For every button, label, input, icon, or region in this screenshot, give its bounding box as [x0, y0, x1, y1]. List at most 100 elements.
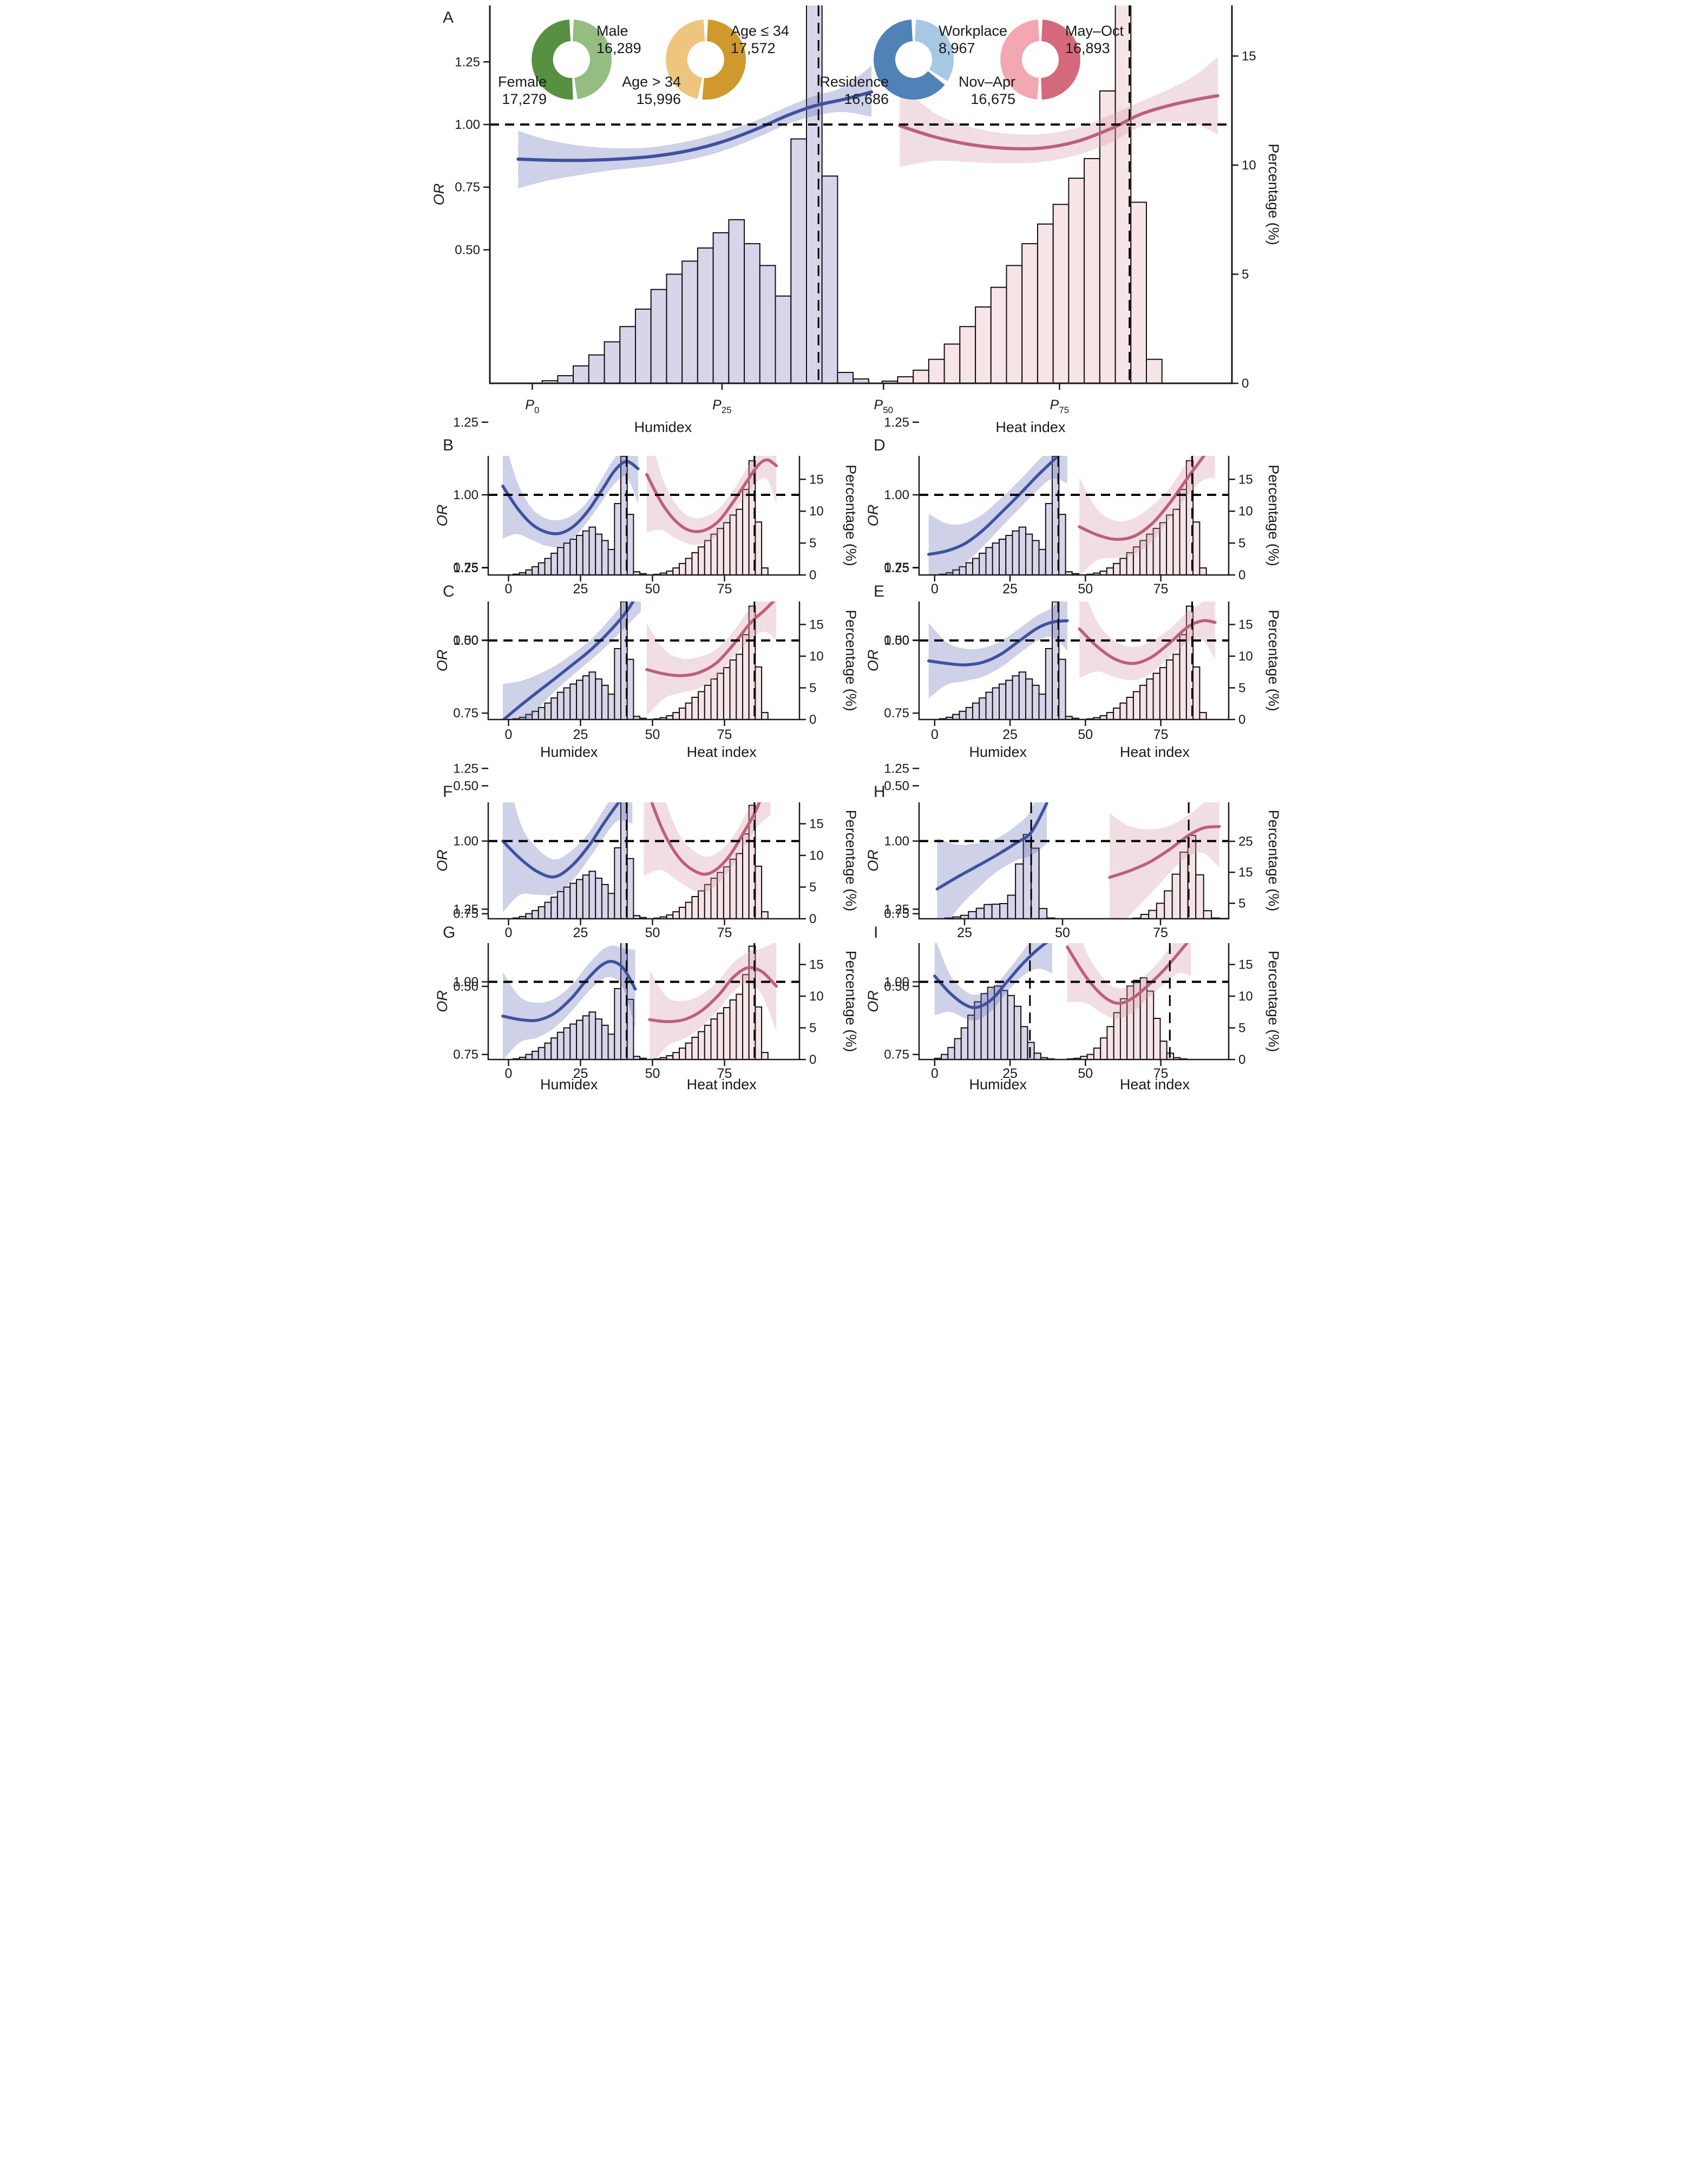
- or-curve-humidex: [927, 456, 1060, 556]
- or-tick-label: 0.50: [884, 779, 909, 793]
- hist-bar-heat-index: [754, 666, 762, 720]
- hist-bar-humidex: [836, 371, 854, 383]
- hist-bar-humidex: [1038, 908, 1047, 919]
- or-tick-label: 1.25: [453, 902, 478, 917]
- hist-bar-heat-index: [912, 369, 929, 383]
- pct-tick-label: 0: [1238, 568, 1245, 583]
- or-tick-label: 0.50: [453, 633, 478, 648]
- hist-bar-heat-index: [1106, 1026, 1114, 1060]
- hist-bar-heat-index: [716, 672, 724, 720]
- x-tick-label: P50: [874, 397, 893, 415]
- hist-bar-heat-index: [685, 558, 692, 575]
- panel-c: 0.50 0.75 1.00 1.25 0 5 10 15 0 25 50 75 Humidex Heat…: [434, 561, 859, 794]
- hist-bar-humidex: [531, 566, 539, 575]
- hist-bar-humidex: [1025, 678, 1033, 720]
- hist-bar-heat-index: [697, 546, 705, 575]
- hist-bar-heat-index: [685, 702, 692, 720]
- hist-bar-humidex: [1031, 540, 1040, 575]
- or-tick-label: 1.00: [453, 633, 478, 648]
- hist-bar-humidex: [998, 683, 1006, 720]
- hist-bar-humidex: [594, 878, 602, 919]
- pct-tick-label: 0: [809, 712, 816, 727]
- hist-bar-heat-index: [678, 906, 686, 919]
- hist-bar-humidex: [1012, 530, 1020, 575]
- pct-tick-label: 5: [1238, 896, 1245, 911]
- or-tick-label: 1.25: [884, 902, 909, 917]
- hist-bar-heat-index: [678, 707, 686, 720]
- hist-bar-humidex: [1020, 1026, 1028, 1060]
- hist-bar-humidex: [712, 232, 729, 383]
- hist-bar-heat-index: [1139, 684, 1147, 720]
- hist-bar-heat-index: [974, 306, 992, 383]
- hist-bar-heat-index: [742, 489, 750, 575]
- hist-bar-humidex: [999, 903, 1008, 919]
- or-axis-label: OR: [865, 650, 881, 672]
- x-tick-label: 25: [573, 1066, 588, 1081]
- x-tick-label: 0: [504, 727, 512, 742]
- pct-tick-label: 10: [1238, 989, 1253, 1004]
- or-curve-humidex: [935, 802, 1048, 891]
- hist-bar-humidex: [978, 552, 987, 575]
- x-axis-title: Heat index: [995, 419, 1066, 435]
- hist-bar-humidex: [601, 540, 609, 575]
- hist-bar-humidex: [983, 904, 993, 919]
- hist-bar-humidex: [544, 558, 552, 575]
- or-tick-label: 0.75: [455, 180, 480, 195]
- hist-bar-heat-index: [1165, 659, 1173, 720]
- plot-area-d: [927, 456, 1215, 575]
- donut-label-value: 16,675: [970, 91, 1015, 107]
- hist-bar-humidex: [556, 1031, 565, 1060]
- hist-bar-heat-index: [1099, 90, 1116, 383]
- hist-bar-humidex: [1033, 1052, 1041, 1060]
- panel-letter-i: I: [874, 924, 878, 941]
- panel-f: 0.50 0.75 1.00 1.25 0 5 10 15 0 25 50 75 OR Percentag…: [434, 761, 859, 994]
- hist-bar-humidex: [588, 871, 596, 919]
- or-curve-humidex: [516, 90, 873, 162]
- donut-label-value: 17,279: [502, 91, 547, 107]
- hist-bar-heat-index: [1037, 223, 1054, 383]
- or-tick-label: 0.75: [453, 560, 478, 575]
- hist-bar-humidex: [550, 552, 558, 575]
- or-curve-heat-index: [645, 601, 775, 677]
- hist-bar-heat-index: [1145, 678, 1154, 720]
- hist-bar-heat-index: [1119, 702, 1127, 720]
- or-axis-label: OR: [434, 990, 450, 1012]
- hist-bar-humidex: [537, 906, 546, 919]
- donut-label-value: 17,572: [731, 40, 776, 56]
- x-tick-label: 50: [1078, 1066, 1093, 1081]
- hist-bar-humidex: [650, 289, 667, 383]
- plot-area-a: [516, 5, 1219, 383]
- or-axis-label: OR: [431, 184, 447, 206]
- hist-bar-heat-index: [729, 514, 737, 575]
- pct-tick-label: 5: [809, 1021, 816, 1036]
- pct-tick-label: 15: [809, 817, 824, 832]
- hist-bar-humidex: [965, 707, 973, 720]
- donut-label-value: 16,289: [596, 40, 641, 56]
- hist-bar-humidex: [582, 1015, 589, 1060]
- hist-bar-humidex: [613, 988, 621, 1060]
- panel-letter-e: E: [874, 583, 884, 600]
- or-tick-label: 0.75: [884, 706, 909, 721]
- hist-bar-humidex: [563, 1027, 570, 1060]
- panel-e: 0.50 0.75 1.00 1.25 0 5 10 15 0 25 50 75 Humidex Heat…: [865, 561, 1279, 794]
- hist-bar-humidex: [588, 1011, 596, 1060]
- pct-tick-label: 10: [809, 649, 824, 664]
- hist-bar-humidex: [1058, 658, 1066, 720]
- pct-tick-label: 0: [1242, 376, 1249, 391]
- hist-bar-humidex: [666, 273, 683, 383]
- x-axis-title: Heat index: [1119, 744, 1190, 760]
- hist-bar-heat-index: [1083, 158, 1100, 383]
- panel-letter-c: C: [443, 583, 455, 600]
- ci-band-heat-index: [1067, 943, 1191, 1019]
- hist-bar-heat-index: [1114, 5, 1131, 383]
- hist-bar-humidex: [1012, 675, 1020, 720]
- pct-tick-label: 15: [1238, 958, 1253, 972]
- hist-bar-humidex: [563, 886, 570, 919]
- donut-label-name: Workplace: [939, 23, 1007, 39]
- x-tick-label: 50: [645, 727, 660, 742]
- or-tick-label: 0.50: [453, 779, 478, 793]
- hist-bar-heat-index: [691, 697, 699, 720]
- donut-segment-age-34: [701, 19, 746, 100]
